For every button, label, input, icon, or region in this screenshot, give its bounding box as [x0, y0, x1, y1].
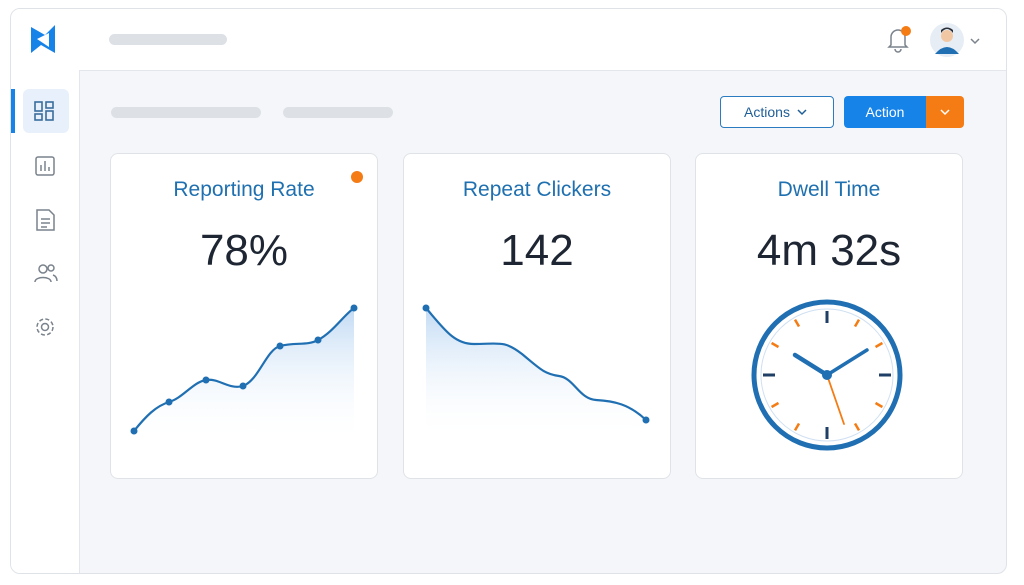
- actions-button[interactable]: Actions: [720, 96, 834, 128]
- action-dropdown[interactable]: [926, 96, 964, 128]
- nav-users[interactable]: [34, 264, 58, 283]
- clock-tick: [770, 341, 780, 349]
- metric-card: Repeat Clickers 142: [403, 153, 671, 479]
- notification-dot: [901, 26, 911, 36]
- sparkline: [422, 304, 650, 439]
- clock-tick: [770, 401, 780, 409]
- clock-tick: [853, 318, 861, 328]
- clock-tick: [853, 422, 861, 432]
- sparkline-area: [426, 308, 646, 439]
- nav-documents[interactable]: [36, 209, 55, 231]
- clock-center: [822, 370, 832, 380]
- sparkline-line: [425, 307, 647, 421]
- second-hand: [826, 374, 845, 425]
- sidebar-icons: [11, 25, 69, 336]
- sparkline-points: [422, 304, 650, 424]
- sparkline: [130, 171, 363, 444]
- clock-tick: [874, 341, 884, 349]
- sidebar: [11, 9, 80, 573]
- sparkline-area: [134, 308, 354, 444]
- app-window: Actions Action Reporting Rate 78% Repeat…: [10, 8, 1007, 574]
- status-dot: [351, 171, 363, 183]
- avatar-hair: [941, 27, 953, 33]
- clock-tick: [793, 318, 801, 328]
- metric-card: Reporting Rate 78%: [110, 153, 378, 479]
- avatar-body: [935, 47, 959, 54]
- nav-reports[interactable]: [35, 156, 55, 176]
- active-indicator: [11, 89, 15, 133]
- title-placeholder: [109, 34, 227, 45]
- breadcrumb-placeholder: [111, 107, 261, 118]
- metric-card: Dwell Time 4m 32s: [695, 153, 963, 479]
- card-title: Dwell Time: [777, 178, 881, 201]
- topbar-icons: [887, 23, 980, 57]
- card-value: 78%: [199, 226, 289, 275]
- button-label: Actions: [744, 104, 790, 120]
- dashboard-icon: [34, 101, 54, 121]
- clock-tick: [874, 401, 884, 409]
- sparkline-points: [130, 304, 358, 435]
- chevron: [797, 109, 807, 116]
- minute-hand: [825, 348, 869, 377]
- chevron: [940, 109, 950, 116]
- card-value: 142: [500, 226, 574, 275]
- card-value: 4m 32s: [756, 226, 902, 275]
- card-title: Repeat Clickers: [462, 178, 612, 201]
- logo-cut: [37, 33, 49, 47]
- breadcrumb-placeholder: [283, 107, 393, 118]
- action-button[interactable]: Action: [844, 96, 926, 128]
- clock: [751, 299, 903, 451]
- nav-settings[interactable]: [36, 318, 54, 336]
- clock-inner-ring: [760, 308, 894, 442]
- button-label: Action: [865, 104, 905, 120]
- avatar-face: [941, 30, 953, 42]
- hour-hand: [792, 352, 830, 378]
- card-title: Reporting Rate: [173, 178, 315, 201]
- topbar: [79, 9, 1006, 71]
- avatar-chevron[interactable]: [970, 38, 980, 45]
- clock-tick: [793, 422, 801, 432]
